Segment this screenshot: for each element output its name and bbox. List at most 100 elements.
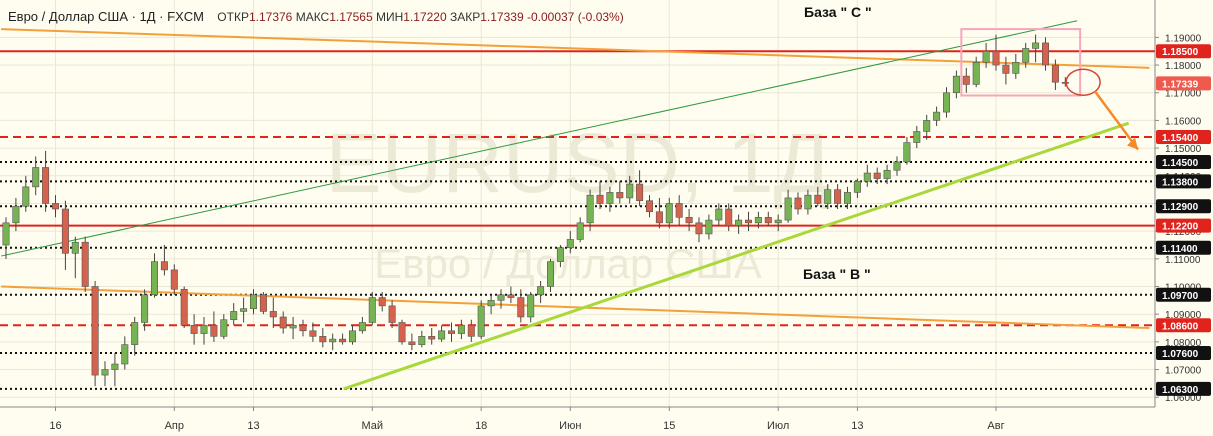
candle-body: [507, 294, 515, 298]
candle-body: [804, 194, 812, 210]
candle-body: [1051, 64, 1059, 83]
chart-legend: Евро / Доллар США · 1Д · FXCM ОТКР1.1737…: [8, 9, 624, 24]
candle-body: [81, 241, 89, 287]
level-price-label: 1.14500: [1162, 158, 1199, 169]
candle-body: [289, 324, 297, 329]
candle-body: [893, 161, 901, 171]
candle-body: [923, 120, 931, 132]
level-price-label: 1.13800: [1162, 177, 1199, 188]
candle-body: [487, 300, 495, 307]
candle-body: [556, 247, 564, 262]
candle-body: [111, 363, 119, 370]
candle-body: [497, 294, 505, 301]
candle-body: [180, 288, 188, 326]
candle-body: [576, 222, 584, 240]
price-tick-label: 1.06000: [1165, 393, 1202, 404]
candle-body: [240, 308, 248, 312]
time-tick-label: 16: [49, 420, 61, 432]
candle-body: [12, 205, 20, 224]
candle-body: [794, 197, 802, 210]
time-tick-label: Июл: [767, 420, 789, 432]
candle-body: [368, 297, 376, 323]
level-price-box: [1156, 130, 1211, 145]
level-price-box: [1156, 318, 1211, 333]
candle-body: [645, 200, 653, 213]
candle-body: [190, 324, 198, 334]
candle-body: [834, 189, 842, 204]
time-tick-label: Июн: [559, 420, 581, 432]
range-box: [960, 28, 1082, 97]
candle-body: [408, 341, 416, 345]
candle-body: [309, 330, 317, 337]
change-value: -0.00037 (-0.03%): [526, 10, 624, 24]
candle-body: [279, 316, 287, 329]
price-tick-label: 1.19000: [1165, 33, 1202, 44]
candle-body: [695, 222, 703, 235]
close-label: ЗАКР: [450, 10, 481, 24]
candle-body: [378, 297, 386, 307]
level-price-box: [1156, 174, 1211, 189]
candle-body: [675, 203, 683, 218]
candle-body: [843, 192, 851, 204]
candle-body: [329, 338, 337, 343]
candle-body: [883, 169, 891, 179]
candle-body: [1032, 42, 1040, 49]
level-price-label: 1.09700: [1162, 291, 1199, 302]
candle-body: [91, 286, 99, 376]
trend-line-green-thin: [0, 20, 1078, 257]
time-tick-label: 13: [247, 420, 259, 432]
candle-body: [447, 330, 455, 334]
price-tick-label: 1.07000: [1165, 366, 1202, 377]
price-tick-label: 1.16000: [1165, 116, 1202, 127]
time-tick-label: 15: [663, 420, 675, 432]
candle-body: [784, 197, 792, 221]
candle-body: [230, 311, 238, 321]
candle-body: [537, 286, 545, 296]
candle-body: [131, 322, 139, 345]
candle-body: [32, 167, 40, 188]
candle-body: [200, 324, 208, 334]
time-tick-label: Апр: [165, 420, 184, 432]
candle-body: [348, 330, 356, 343]
candle-body: [586, 194, 594, 224]
candle-body: [962, 75, 970, 85]
price-tick-label: 1.18000: [1165, 61, 1202, 72]
time-tick-label: Май: [362, 420, 384, 432]
candle-body: [992, 50, 1000, 66]
candle-body: [51, 203, 59, 210]
candle-body: [141, 294, 149, 323]
high-label: МАКС: [295, 10, 330, 24]
time-tick-label: 18: [475, 420, 487, 432]
candle-body: [655, 211, 663, 224]
candle-body: [1042, 42, 1050, 66]
candle-body: [2, 222, 10, 246]
candle-body: [398, 322, 406, 343]
high-value: 1.17565: [329, 10, 373, 24]
price-tick-label: 1.15000: [1165, 144, 1202, 155]
candle-body: [358, 322, 366, 332]
candles: [2, 34, 1069, 387]
price-tick-label: 1.12000: [1165, 227, 1202, 238]
time-axis-bg: [0, 407, 1213, 436]
candle-body: [22, 186, 30, 207]
level-price-box: [1156, 240, 1211, 255]
candle-body: [725, 208, 733, 226]
candle-body: [170, 269, 178, 290]
label-base-c: База " С ": [804, 4, 872, 20]
candle-body: [764, 217, 772, 224]
level-price-box: [1156, 218, 1211, 233]
candle-body: [101, 369, 109, 376]
forecast-arrow: [1093, 90, 1140, 151]
candle-body: [339, 338, 347, 343]
price-axis: 1.190001.180001.170001.160001.150001.140…: [1154, 0, 1213, 436]
time-axis: 16 Апр 13 Май 18 Июн 15 Июл 13 Авг: [0, 406, 1213, 436]
candle-body: [151, 261, 159, 296]
price-tick-label: 1.09000: [1165, 310, 1202, 321]
candle-body: [477, 305, 485, 337]
trend-line-green-support: [343, 121, 1130, 391]
candle-body: [1012, 61, 1020, 74]
level-price-label: 1.18500: [1162, 47, 1199, 58]
low-label: МИН: [375, 10, 404, 24]
